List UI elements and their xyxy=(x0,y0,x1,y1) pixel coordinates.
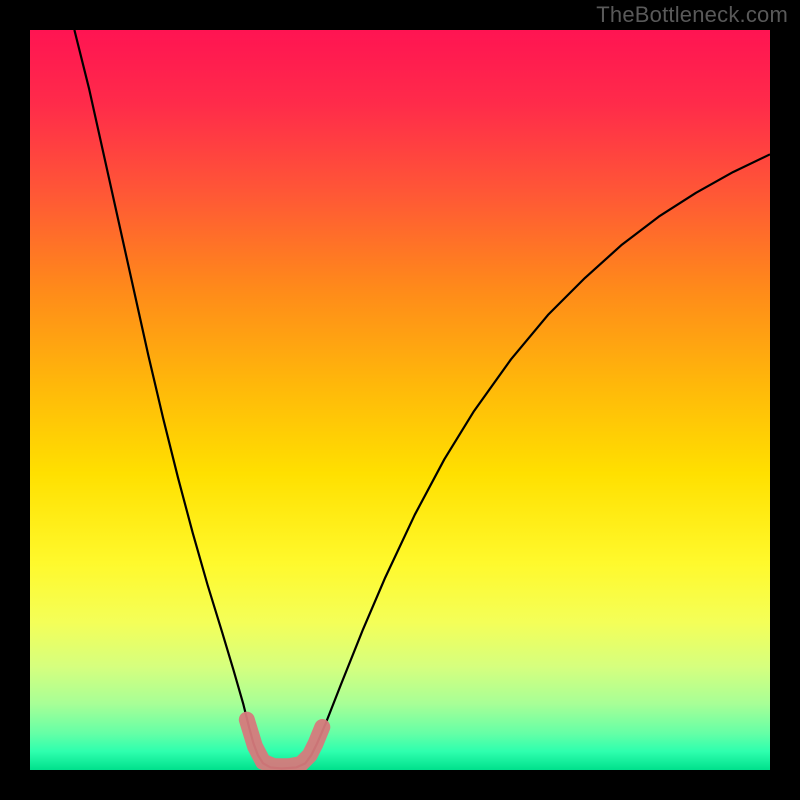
chart-frame: TheBottleneck.com xyxy=(0,0,800,800)
plot-svg xyxy=(0,0,800,800)
watermark-text: TheBottleneck.com xyxy=(596,2,788,28)
